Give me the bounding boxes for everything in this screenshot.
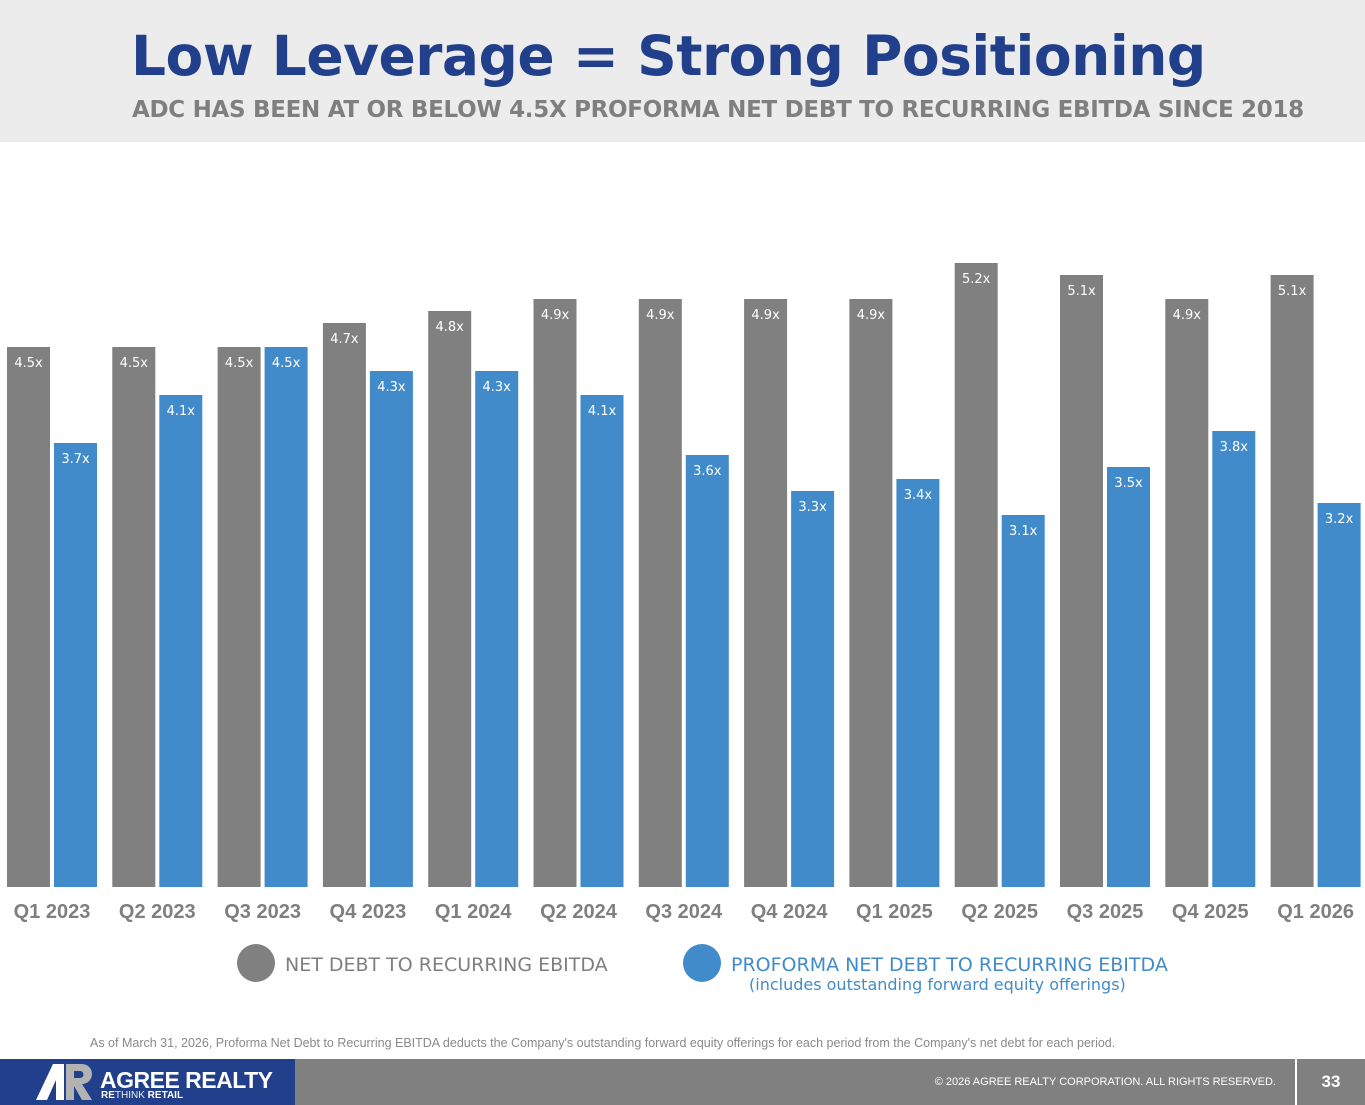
page-number-divider xyxy=(1295,1059,1297,1105)
bar-net-debt-q1-2023 xyxy=(7,347,50,887)
bar-net-debt-q1-2026 xyxy=(1270,275,1314,887)
data-label-net-debt-q3-2024: 4.9x xyxy=(646,308,675,323)
data-label-proforma-q2-2024: 4.1x xyxy=(588,404,617,419)
legend-net-debt: NET DEBT TO RECURRING EBITDA xyxy=(237,944,608,984)
brand-name: AGREE REALTY xyxy=(100,1067,273,1093)
data-label-net-debt-q2-2023: 4.5x xyxy=(120,356,149,371)
x-tick-label-q3-2025: Q3 2025 xyxy=(1067,901,1144,923)
x-tick-label-q4-2024: Q4 2024 xyxy=(751,901,829,923)
x-tick-label-q2-2023: Q2 2023 xyxy=(119,901,196,923)
bar-net-debt-q4-2025 xyxy=(1165,299,1209,887)
bar-proforma-q2-2024 xyxy=(580,395,624,887)
agree-realty-logo-icon xyxy=(36,1064,92,1100)
bar-chart: 4.5x 3.7x Q1 2023 4.5x 4.1x Q2 2023 4.5x 4.5x Q3… xyxy=(7,263,1361,923)
bar-proforma-q4-2024 xyxy=(791,491,835,887)
bar-net-debt-q2-2023 xyxy=(112,347,156,887)
bar-proforma-q1-2023 xyxy=(54,443,97,887)
data-label-net-debt-q1-2025: 4.9x xyxy=(857,308,886,323)
x-tick-label-q2-2024: Q2 2024 xyxy=(540,901,618,923)
bar-proforma-q4-2023 xyxy=(369,371,413,887)
data-label-proforma-q3-2025: 3.5x xyxy=(1114,476,1143,491)
legend-swatch-net-debt xyxy=(237,944,275,982)
x-tick-label-q4-2023: Q4 2023 xyxy=(330,901,407,923)
bar-proforma-q1-2025 xyxy=(896,479,940,887)
data-label-net-debt-q4-2024: 4.9x xyxy=(751,308,780,323)
legend-swatch-proforma xyxy=(683,944,721,982)
bar-net-debt-q2-2025 xyxy=(954,263,998,887)
x-tick-label-q4-2025: Q4 2025 xyxy=(1172,901,1249,923)
footer: AGREE REALTY RETHINK RETAIL © 2026 AGREE… xyxy=(0,1059,1365,1105)
legend-label-proforma: PROFORMA NET DEBT TO RECURRING EBITDA (i… xyxy=(731,954,1168,994)
data-label-net-debt-q1-2024: 4.8x xyxy=(436,320,465,335)
tagline-retail: RETAIL xyxy=(144,1090,184,1101)
data-label-net-debt-q4-2025: 4.9x xyxy=(1173,308,1202,323)
header: Low Leverage = Strong Positioning ADC HA… xyxy=(0,0,1365,142)
data-label-net-debt-q3-2023: 4.5x xyxy=(225,356,254,371)
data-label-proforma-q1-2025: 3.4x xyxy=(904,488,933,503)
bar-proforma-q3-2023 xyxy=(264,347,308,887)
data-label-proforma-q1-2026: 3.2x xyxy=(1325,512,1354,527)
copyright: © 2026 AGREE REALTY CORPORATION. ALL RIG… xyxy=(934,1076,1276,1088)
page-subtitle: ADC HAS BEEN AT OR BELOW 4.5X PROFORMA N… xyxy=(132,97,1304,123)
data-label-proforma-q1-2024: 4.3x xyxy=(483,380,512,395)
bar-proforma-q4-2025 xyxy=(1212,431,1256,887)
data-label-proforma-q3-2024: 3.6x xyxy=(693,464,722,479)
bar-proforma-q3-2025 xyxy=(1107,467,1150,887)
company-logo: AGREE REALTY RETHINK RETAIL xyxy=(0,1059,295,1105)
data-label-proforma-q4-2023: 4.3x xyxy=(377,380,406,395)
bar-net-debt-q3-2024 xyxy=(638,299,682,887)
bar-proforma-q3-2024 xyxy=(685,455,729,887)
x-tick-label-q1-2023: Q1 2023 xyxy=(14,901,91,923)
data-label-net-debt-q4-2023: 4.7x xyxy=(330,332,359,347)
bar-net-debt-q4-2023 xyxy=(322,323,366,887)
legend-label-net-debt: NET DEBT TO RECURRING EBITDA xyxy=(285,954,608,976)
x-tick-label-q2-2025: Q2 2025 xyxy=(961,901,1038,923)
x-tick-label-q3-2024: Q3 2024 xyxy=(645,901,723,923)
bar-proforma-q2-2023 xyxy=(159,395,203,887)
bar-net-debt-q2-2024 xyxy=(533,299,577,887)
bar-proforma-q1-2024 xyxy=(475,371,519,887)
data-label-proforma-q4-2024: 3.3x xyxy=(798,500,827,515)
bar-net-debt-q1-2025 xyxy=(849,299,893,887)
x-tick-label-q1-2025: Q1 2025 xyxy=(856,901,933,923)
data-label-net-debt-q1-2026: 5.1x xyxy=(1278,284,1307,299)
legend-label-proforma-main: PROFORMA NET DEBT TO RECURRING EBITDA xyxy=(731,954,1168,976)
x-tick-label-q1-2024: Q1 2024 xyxy=(435,901,513,923)
data-label-proforma-q2-2025: 3.1x xyxy=(1009,524,1038,539)
x-tick-label-q3-2023: Q3 2023 xyxy=(224,901,301,923)
data-label-net-debt-q3-2025: 5.1x xyxy=(1067,284,1096,299)
bar-net-debt-q3-2023 xyxy=(217,347,261,887)
data-label-net-debt-q2-2025: 5.2x xyxy=(962,272,991,287)
footnote: As of March 31, 2026, Proforma Net Debt … xyxy=(90,1036,1116,1050)
data-label-proforma-q3-2023: 4.5x xyxy=(272,356,301,371)
page-number: 33 xyxy=(1321,1072,1341,1091)
bar-net-debt-q4-2024 xyxy=(744,299,788,887)
data-label-net-debt-q1-2023: 4.5x xyxy=(14,356,43,371)
tagline-think: THINK xyxy=(114,1090,145,1101)
page-title: Low Leverage = Strong Positioning xyxy=(131,24,1206,88)
bar-proforma-q2-2025 xyxy=(1001,515,1045,887)
bar-proforma-q1-2026 xyxy=(1317,503,1361,887)
data-label-proforma-q4-2025: 3.8x xyxy=(1220,440,1249,455)
data-label-proforma-q2-2023: 4.1x xyxy=(167,404,196,419)
bar-net-debt-q1-2024 xyxy=(428,311,472,887)
bar-net-debt-q3-2025 xyxy=(1060,275,1103,887)
x-tick-label-q1-2026: Q1 2026 xyxy=(1277,901,1354,923)
brand-tagline: RETHINK RETAIL xyxy=(101,1090,183,1101)
legend-proforma: PROFORMA NET DEBT TO RECURRING EBITDA (i… xyxy=(683,944,1168,994)
tagline-re: RE xyxy=(101,1090,115,1101)
data-label-proforma-q1-2023: 3.7x xyxy=(61,452,90,467)
legend-label-proforma-note: (includes outstanding forward equity off… xyxy=(749,975,1126,994)
data-label-net-debt-q2-2024: 4.9x xyxy=(541,308,570,323)
